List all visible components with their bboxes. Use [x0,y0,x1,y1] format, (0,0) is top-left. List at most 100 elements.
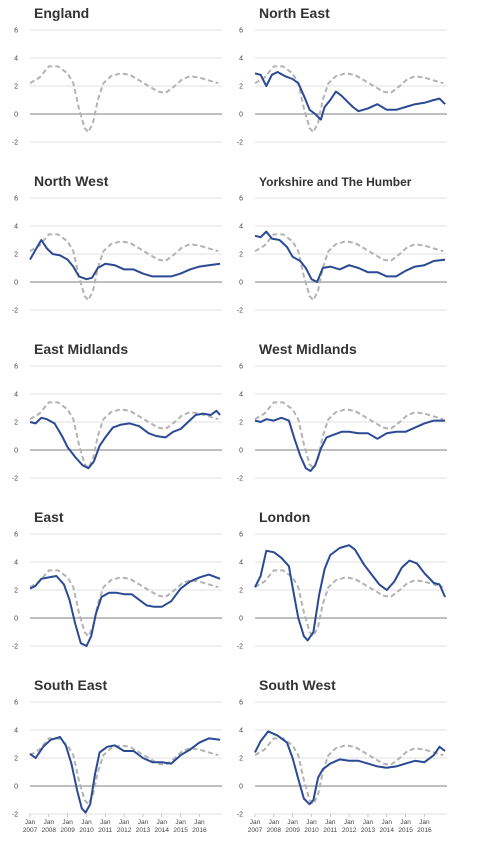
x-tick-label-month: Jan [44,819,55,826]
england-benchmark-line [254,233,444,302]
x-tick-label-month: Jan [194,819,205,826]
region-series-line [29,736,221,814]
x-tick-label-year: 2016 [192,827,207,834]
panel-south-west: South West6420-2Jan2007Jan2008Jan2009Jan… [237,677,447,834]
x-tick-label-month: Jan [269,819,280,826]
y-tick-label: -2 [12,476,18,483]
y-tick-label: 4 [14,560,18,567]
x-tick-label-year: 2016 [417,827,432,834]
x-tick-label-year: 2010 [304,827,319,834]
region-series-line [29,573,221,647]
y-tick-label: 2 [239,420,243,427]
panel-north-west: North West 6 4 2 0 -2 [12,173,222,315]
y-tick-label: -2 [237,644,243,651]
y-tick-label: 0 [239,616,243,623]
x-tick-label-month: Jan [306,819,317,826]
x-tick-label-month: Jan [157,819,168,826]
y-tick-label: 6 [239,196,243,203]
x-tick-label-year: 2012 [342,827,357,834]
x-tick-label-year: 2011 [323,827,337,834]
y-tick-label: 6 [14,196,18,203]
y-tick-label: 6 [14,532,18,539]
england-benchmark-line [29,401,219,470]
y-tick-label: -2 [237,476,243,483]
y-tick-label: 6 [239,364,243,371]
y-tick-label: 0 [14,448,18,455]
england-benchmark-line [29,569,219,638]
y-tick-label: 6 [14,28,18,35]
y-tick-label: 2 [239,84,243,91]
x-tick-label-month: Jan [119,819,130,826]
y-tick-label: 2 [14,252,18,259]
y-tick-label: 4 [239,560,243,567]
panel-title: East [34,509,64,525]
region-series-line [29,239,221,281]
y-tick-label: -2 [237,140,243,147]
y-tick-label: 6 [14,364,18,371]
x-tick-label-year: 2013 [136,827,151,834]
england-benchmark-line [254,65,444,134]
y-tick-label: 6 [239,28,243,35]
x-tick-label-month: Jan [62,819,73,826]
region-series-line [254,71,446,121]
y-tick-label: 2 [239,252,243,259]
panel-title: West Midlands [259,341,357,357]
y-tick-label: -2 [237,812,243,819]
panel-north-east: North East 6 4 2 0 -2 [237,5,447,147]
y-tick-label: 0 [14,112,18,119]
y-tick-label: 2 [239,756,243,763]
y-tick-label: 4 [239,392,243,399]
y-tick-label: -2 [12,812,18,819]
y-tick-label: 4 [239,728,243,735]
x-tick-label-year: 2014 [380,827,395,834]
x-tick-label-month: Jan [363,819,374,826]
x-tick-label-year: 2015 [173,827,188,834]
panel-england: England 6 4 2 0 -2 [12,5,222,147]
panel-title: Yorkshire and The Humber [259,175,412,189]
x-tick-label-month: Jan [175,819,186,826]
panel-yorkshire-and-the-humber: Yorkshire and The Humber 6 4 2 0 -2 [237,175,447,315]
x-tick-label-year: 2007 [23,827,38,834]
x-tick-label-month: Jan [25,819,36,826]
y-tick-label: 0 [239,280,243,287]
panel-title: East Midlands [34,341,128,357]
x-tick-label-year: 2007 [248,827,263,834]
x-tick-label-year: 2008 [267,827,282,834]
region-series-line [29,409,221,470]
region-series-line [254,230,446,283]
y-tick-label: 2 [239,588,243,595]
england-benchmark-line [254,737,444,806]
panel-title: London [259,509,310,525]
y-tick-label: 4 [239,56,243,63]
england-benchmark-line [254,401,444,470]
x-tick-label-month: Jan [419,819,430,826]
y-tick-label: 2 [14,588,18,595]
y-tick-label: 0 [14,280,18,287]
x-tick-label-month: Jan [325,819,336,826]
panel-title: South East [34,677,107,693]
y-tick-label: 6 [239,532,243,539]
panel-south-east: South East6420-2Jan2007Jan2008Jan2009Jan… [12,677,222,834]
y-tick-label: 2 [14,756,18,763]
x-tick-label-year: 2015 [398,827,413,834]
panel-east-midlands: East Midlands 6 4 2 0 -2 [12,341,222,483]
y-tick-label: -2 [12,308,18,315]
england-benchmark-line [254,569,444,638]
y-tick-label: 4 [14,224,18,231]
y-tick-label: 4 [14,392,18,399]
x-tick-label-year: 2009 [285,827,300,834]
y-tick-label: -2 [12,140,18,147]
x-tick-label-month: Jan [344,819,355,826]
y-tick-label: 4 [239,224,243,231]
x-tick-label-year: 2011 [98,827,112,834]
y-tick-label: 0 [239,784,243,791]
x-tick-label-year: 2014 [155,827,170,834]
y-tick-label: 0 [239,448,243,455]
region-series-line [254,544,447,642]
y-tick-label: -2 [237,308,243,315]
x-tick-label-year: 2008 [42,827,57,834]
panel-title: North West [34,173,109,189]
y-tick-label: 6 [239,700,243,707]
y-tick-label: 4 [14,56,18,63]
